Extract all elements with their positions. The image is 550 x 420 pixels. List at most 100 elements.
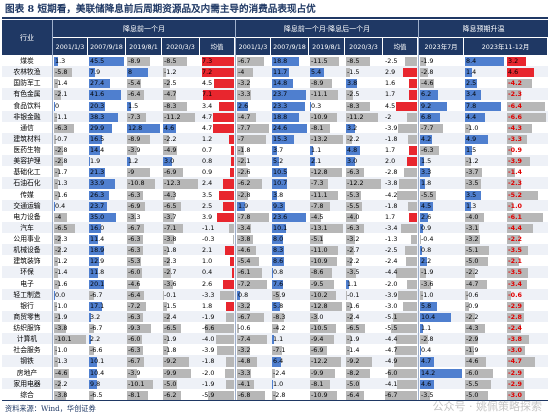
value-bar <box>310 212 322 223</box>
value-cell: 3.2 <box>506 55 548 68</box>
value-cell: -1.5 <box>162 300 200 313</box>
group-sep: · <box>325 24 329 33</box>
value-text: 0.3 <box>311 101 322 110</box>
value-text: -4.1 <box>238 379 251 388</box>
value-text: -2.8 <box>55 146 68 155</box>
value-bar <box>394 346 417 356</box>
value-bar <box>127 90 144 100</box>
value-text: 2.2 <box>421 257 432 266</box>
value-text: -9 <box>128 168 135 177</box>
table-row: 环保 -1.4 11.8 -6.0 -2.7 0.4 -6.1 0.8 -8.6 -3.5 -4.4… <box>2 266 548 279</box>
value-text: -5.0 <box>347 379 360 388</box>
value-bar <box>420 346 422 356</box>
value-cell: -1.9 <box>200 311 235 324</box>
value-text: -4.2 <box>273 324 286 333</box>
value-text: 8.4 <box>466 57 477 65</box>
value-cell: -6.3 <box>126 311 162 324</box>
value-text: -6.5 <box>55 223 68 232</box>
value-bar <box>208 390 234 401</box>
value-text: 2.4 <box>202 179 213 188</box>
value-bar <box>163 57 188 67</box>
value-cell: -1.9 <box>345 333 383 346</box>
value-text: -1.3 <box>385 235 398 244</box>
value-bar <box>272 279 283 289</box>
value-cell: -2.8 <box>506 311 548 324</box>
value-bar <box>310 79 333 89</box>
value-cell: 16.5 <box>88 133 126 146</box>
table-row: 有色金属 -2.1 41.6 -6.4 -4.7 7.1 -3.3 23.7 -11.1 -2.5… <box>2 88 548 101</box>
value-text: 11.8 <box>90 268 105 277</box>
value-cell: -7.1 <box>271 344 309 357</box>
value-bar <box>163 112 195 122</box>
value-text: -11.0 <box>311 246 328 255</box>
value-bar <box>219 101 234 111</box>
value-text: -2.9 <box>508 301 522 310</box>
value-bar <box>127 134 150 145</box>
value-bar <box>396 190 417 200</box>
value-bar <box>54 235 62 245</box>
value-cell: -6.6 <box>506 111 548 124</box>
value-bar <box>310 324 337 334</box>
value-cell: 2.0 <box>383 155 418 168</box>
value-cell: -4.6 <box>53 367 88 380</box>
value-text: 26.3 <box>90 190 105 199</box>
value-bar <box>420 112 441 122</box>
value-cell: 1.0 <box>271 378 309 391</box>
value-cell: -5.3 <box>126 255 162 268</box>
value-cell: -4.7 <box>162 88 200 101</box>
value-text: 3.8 <box>347 79 358 88</box>
value-text: -3.9 <box>385 290 398 299</box>
value-text: 1.5 <box>421 157 432 166</box>
value-cell: 5.8 <box>419 300 464 313</box>
table-row: 计算机 -10.1 2.2 -6.0 -1.9 -4.0 -7.4 1.1 -9.4 -1.9 -4… <box>2 333 548 346</box>
table-row: 银行 -1.0 17.1 -7.2 -1.5 1.8 -3.2 5.8 -12.8 -1.6 -3.… <box>2 300 548 313</box>
sector-performance-table: 行业 降息前一个月 降息前一个月 · 降息后一个月 降息预期升温 2001/1/… <box>2 20 548 401</box>
value-text: -4.6 <box>466 357 479 366</box>
value-bar <box>127 201 145 211</box>
value-text: -2.3 <box>508 90 522 99</box>
value-bar <box>127 68 148 78</box>
value-cell: -6.7 <box>88 289 126 302</box>
value-bar <box>163 357 190 367</box>
value-bar <box>229 257 234 267</box>
value-cell: -6.4 <box>506 100 548 113</box>
sector-name: 综合 <box>20 390 34 399</box>
value-text: -3.4 <box>385 223 398 232</box>
value-cell: -4.7 <box>236 111 271 124</box>
value-bar <box>89 368 97 378</box>
value-bar <box>237 257 260 267</box>
value-text: 8.0 <box>273 235 284 244</box>
value-cell: -0.6 <box>464 289 506 302</box>
value-text: -6.8 <box>238 390 251 399</box>
value-bar <box>163 68 167 78</box>
value-cell: -6.3 <box>126 233 162 246</box>
value-cell: 6.8 <box>419 111 464 124</box>
value-cell: -2.7 <box>162 266 200 279</box>
value-cell: -1.8 <box>383 133 418 146</box>
value-text: 3.0 <box>164 157 175 166</box>
value-text: -2.2 <box>164 134 177 143</box>
value-bar <box>127 390 148 401</box>
value-cell: 0.8 <box>271 266 309 279</box>
value-cell: 5.2 <box>271 155 309 168</box>
column-header: 2020/3/3 <box>345 38 382 55</box>
value-cell: -5.1 <box>383 311 418 324</box>
value-cell: 0.4 <box>200 266 235 279</box>
value-text: -13.1 <box>311 223 328 232</box>
value-cell: 0.8 <box>419 244 464 257</box>
value-text: -6.5 <box>164 201 177 210</box>
value-bar <box>163 157 172 167</box>
value-bar <box>346 301 351 312</box>
value-bar <box>507 324 522 334</box>
value-text: 23.7 <box>273 90 288 99</box>
value-text: -8.1 <box>128 390 141 399</box>
value-text: -1.9 <box>164 335 177 344</box>
value-bar <box>310 134 343 145</box>
value-bar <box>237 312 265 323</box>
value-cell: 18.9 <box>88 244 126 257</box>
value-bar <box>237 57 265 67</box>
value-text: -3.0 <box>508 390 522 399</box>
value-cell: 1.3 <box>53 55 88 68</box>
value-cell: -4.1 <box>383 378 418 391</box>
value-text: 1.9 <box>238 201 249 210</box>
